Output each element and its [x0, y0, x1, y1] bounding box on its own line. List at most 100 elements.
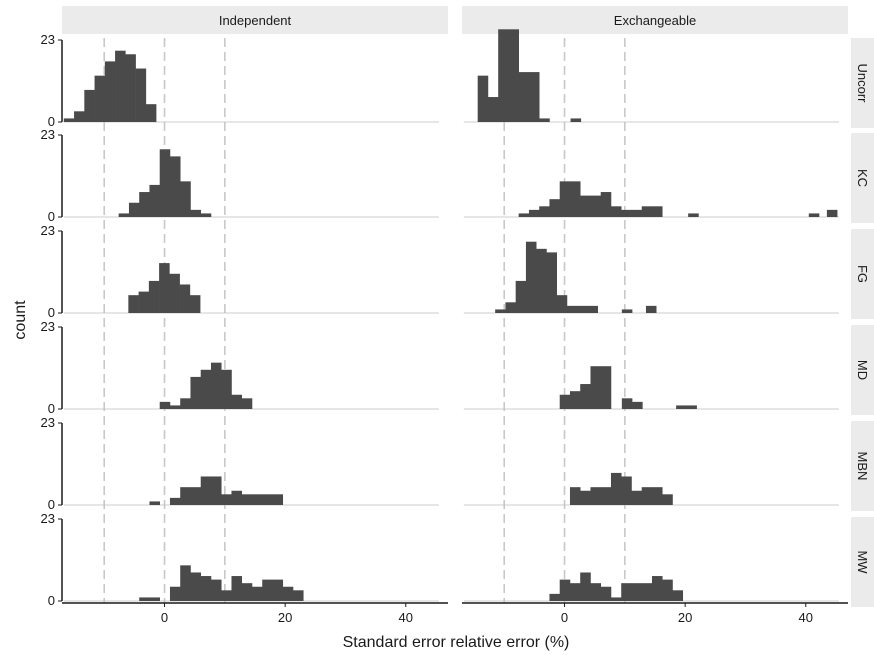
column-strip-exchangeable: [462, 6, 848, 34]
histogram-bar: [241, 583, 253, 601]
histogram-bar: [210, 476, 222, 505]
row-strip-fg: [851, 229, 874, 319]
histogram-bar: [74, 111, 85, 122]
histogram-bar: [651, 487, 663, 505]
histogram-bar: [241, 398, 253, 409]
panel-uncorr-independent: [63, 50, 439, 123]
y-tick-label: 0: [48, 497, 55, 512]
histogram-bar: [159, 401, 171, 409]
x-tick-label: 20: [678, 610, 692, 625]
histogram-bar: [651, 206, 663, 217]
row-strip-label: KC: [855, 169, 870, 187]
panel-uncorr-exchangeable: [463, 29, 839, 123]
histogram-bar: [641, 206, 653, 217]
histogram-bar: [546, 252, 557, 313]
histogram-bar: [559, 394, 571, 409]
histogram-bar: [139, 597, 150, 601]
histogram-bar: [200, 476, 212, 505]
histogram-bar: [128, 295, 139, 313]
histogram-bar: [610, 597, 622, 601]
histogram-bar: [125, 54, 136, 123]
histogram-bar: [505, 302, 516, 313]
y-tick-label: 23: [41, 511, 55, 526]
row-strip-md: [851, 325, 874, 415]
histogram-bar: [641, 487, 653, 505]
row-strip-label: MBN: [855, 452, 870, 481]
histogram-bar: [210, 579, 222, 601]
histogram-bar: [272, 494, 284, 505]
histogram-bar: [138, 291, 150, 313]
histogram-bar: [159, 263, 170, 313]
histogram-bar: [590, 583, 602, 601]
y-tick-label: 0: [48, 401, 55, 416]
histogram-bar: [190, 572, 202, 601]
histogram-bar: [231, 394, 243, 409]
histogram-bar: [128, 202, 140, 217]
histogram-bar: [631, 209, 643, 217]
histogram-bar: [686, 405, 697, 409]
histogram-bar: [221, 494, 232, 505]
histogram-bar: [621, 398, 633, 409]
histogram-bar: [587, 305, 599, 313]
histogram-bar: [149, 501, 161, 505]
histogram-bar: [487, 97, 499, 122]
histogram-bar: [569, 181, 581, 217]
histogram-bar: [600, 192, 612, 217]
histogram-bar: [262, 494, 273, 505]
histogram-bar: [580, 384, 591, 409]
histogram-bar: [210, 362, 222, 409]
row-strip-label: MD: [855, 360, 870, 380]
histogram-bar: [149, 184, 161, 217]
histogram-bar: [251, 586, 263, 601]
histogram-bar: [190, 487, 202, 505]
histogram-bar: [262, 579, 273, 601]
row-strip-uncorr: [851, 38, 874, 128]
histogram-bar: [63, 118, 75, 122]
histogram-bar: [231, 490, 243, 505]
histogram-bar: [580, 490, 591, 505]
histogram-bar: [556, 295, 568, 313]
histogram-bar: [292, 590, 304, 601]
histogram-bar: [515, 280, 527, 313]
y-tick-label: 0: [48, 593, 55, 608]
panel-md-independent: [63, 362, 439, 410]
y-tick-label: 23: [41, 319, 55, 334]
histogram-bar: [662, 494, 673, 505]
histogram-bar: [282, 586, 294, 601]
histogram-bar: [600, 487, 612, 505]
panel-kc-independent: [63, 149, 439, 218]
histogram-bar: [688, 213, 699, 217]
histogram-bar: [528, 72, 540, 122]
histogram-bar: [559, 579, 571, 601]
histogram-bar: [159, 149, 171, 217]
histogram-bar: [180, 565, 191, 601]
histogram-bar: [139, 192, 150, 217]
histogram-bar: [590, 366, 602, 409]
row-strip-mbn: [851, 421, 874, 511]
histogram-bar: [135, 68, 147, 122]
panel-fg-independent: [63, 263, 439, 314]
x-tick-label: 0: [561, 610, 568, 625]
histogram-bar: [621, 476, 632, 505]
x-axis-title: Standard error relative error (%): [343, 634, 570, 651]
histogram-bar: [580, 572, 591, 601]
histogram-bar: [528, 209, 540, 217]
histogram-bar: [179, 284, 191, 313]
panel-md-exchangeable: [463, 366, 839, 410]
histogram-bar: [621, 209, 632, 217]
histogram-bar: [631, 490, 643, 505]
histogram-bar: [631, 583, 643, 601]
histogram-bar: [231, 576, 243, 601]
histogram-bar: [180, 398, 191, 409]
histogram-bar: [525, 241, 537, 313]
histogram-bar: [84, 89, 95, 122]
histogram-bar: [536, 248, 547, 313]
x-tick-label: 20: [278, 610, 292, 625]
histogram-bar: [590, 487, 602, 505]
histogram-bar: [169, 497, 181, 505]
histogram-bar: [148, 280, 160, 313]
histogram-bar: [115, 50, 126, 123]
column-strip-label: Exchangeable: [614, 13, 696, 28]
